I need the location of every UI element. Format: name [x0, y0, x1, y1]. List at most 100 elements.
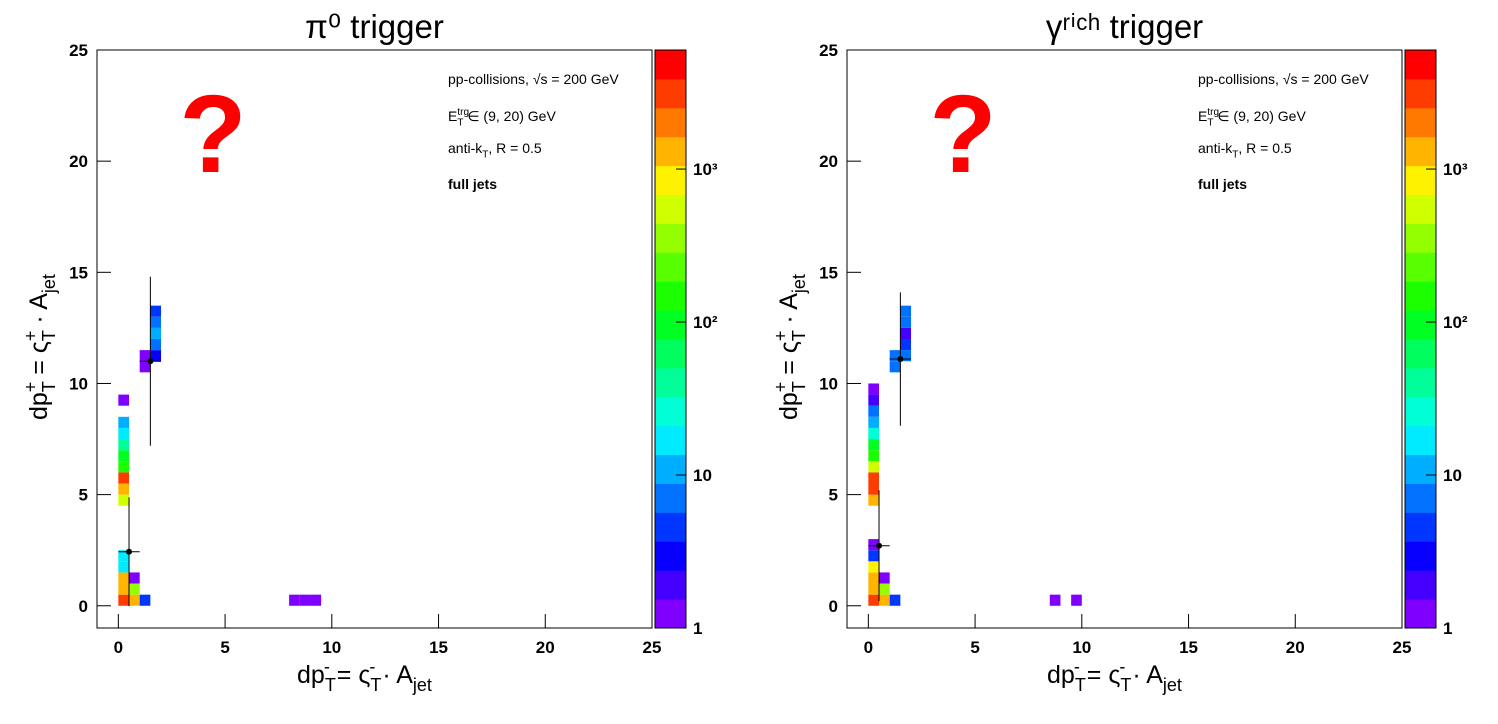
text-part: pp-collisions, √s = 200 GeV	[1198, 71, 1369, 87]
plot-frame	[96, 49, 653, 629]
text-part: = ς	[1080, 661, 1121, 689]
color-band	[1405, 281, 1436, 311]
color-band	[655, 541, 686, 571]
heatmap-cell	[118, 561, 130, 573]
heatmap-cell	[118, 483, 130, 495]
heatmap-cell	[118, 594, 130, 606]
color-band	[1405, 396, 1436, 427]
heatmap-cell	[139, 594, 151, 606]
heatmap-cell	[118, 572, 130, 584]
annotation: Etrg T ∈ (9, 20) GeV	[448, 107, 556, 128]
heatmap-cell	[118, 416, 130, 428]
x-tick-label: 10	[322, 638, 341, 657]
text-part: anti-k	[1198, 140, 1233, 156]
color-band	[1405, 310, 1436, 340]
y-axis-label: dpT+ = ςT+ · Ajet	[771, 274, 810, 420]
heatmap-cell	[139, 361, 151, 373]
heatmap-cell	[868, 427, 880, 440]
text-part: pp-collisions, √s = 200 GeV	[448, 71, 619, 87]
heatmap-cell	[129, 583, 140, 595]
x-axis-label: dpT- = ςT- · Ajet	[297, 657, 432, 696]
y-tick-label: 5	[829, 486, 838, 505]
text-part: -	[324, 657, 330, 677]
heatmap-cell	[868, 483, 880, 495]
text-part: T	[1207, 117, 1213, 128]
text-part: +	[771, 331, 791, 342]
heatmap-cell	[868, 439, 880, 451]
color-band	[655, 570, 686, 600]
heatmap-cell	[150, 316, 162, 328]
heatmap-cell	[868, 450, 880, 462]
heatmap-cell	[150, 339, 162, 351]
z-tick-label: 10²	[1443, 313, 1468, 332]
heatmap-cell	[129, 572, 140, 584]
text-part: jet	[39, 274, 59, 294]
color-band	[655, 78, 686, 109]
color-band	[655, 107, 686, 138]
y-tick-label: 10	[819, 374, 838, 393]
color-band	[1405, 367, 1436, 398]
x-tick-label: 5	[220, 638, 229, 657]
y-tick-label: 15	[69, 263, 88, 282]
text-part: T	[325, 675, 336, 695]
heatmap-cell	[139, 350, 151, 362]
y-tick-label: 20	[819, 152, 838, 171]
text-part: T	[39, 330, 59, 341]
text-part: -	[369, 657, 375, 677]
color-band	[655, 599, 686, 629]
text-part: = ς	[25, 341, 53, 382]
z-tick-label: 1	[693, 619, 702, 638]
text-part: · A	[375, 661, 413, 689]
heatmap-cell	[868, 405, 880, 417]
text-part: T	[1075, 675, 1086, 695]
color-band	[655, 194, 686, 224]
text-part: anti-k	[448, 140, 483, 156]
heatmap-cell	[868, 472, 880, 484]
heatmap-cell	[868, 583, 880, 595]
text-part: dp	[1047, 661, 1075, 689]
text-part: +	[21, 331, 41, 342]
y-tick-label: 15	[819, 263, 838, 282]
z-tick-label: 10³	[693, 160, 718, 179]
color-band	[655, 252, 686, 282]
text-part: T	[1120, 675, 1131, 695]
color-band	[1405, 425, 1436, 456]
heatmap-cell	[889, 361, 901, 373]
color-band	[655, 165, 686, 195]
text-part: = ς	[775, 341, 803, 382]
x-tick-label: 5	[970, 638, 979, 657]
text-part: +	[21, 382, 41, 393]
y-tick-label: 0	[79, 597, 88, 616]
profile-point	[897, 356, 904, 363]
heatmap-cell	[118, 583, 130, 595]
heatmap-cell	[889, 350, 901, 362]
heatmap-cell	[900, 350, 912, 362]
x-tick-label: 20	[1286, 638, 1305, 657]
text-part: , R = 0.5	[488, 140, 542, 156]
question-mark: ?	[179, 73, 246, 196]
profile-point	[126, 548, 133, 555]
heatmap-cell	[118, 461, 130, 473]
text-part: ∈ (9, 20) GeV	[1213, 108, 1306, 124]
heatmap-cell	[118, 439, 130, 451]
text-part: T	[789, 330, 809, 341]
color-band	[1405, 570, 1436, 600]
heatmap-cell	[879, 594, 890, 606]
heatmap-cell	[900, 327, 912, 339]
color-band	[655, 396, 686, 427]
color-band	[1405, 50, 1436, 80]
color-band	[655, 454, 686, 484]
color-band	[655, 483, 686, 513]
profile-point	[147, 358, 154, 365]
heatmap-cell	[868, 561, 880, 573]
y-axis-label: dpT+ = ςT+ · Ajet	[21, 274, 60, 420]
color-band	[655, 281, 686, 311]
y-tick-label: 10	[69, 374, 88, 393]
heatmap-cell	[118, 472, 130, 484]
y-tick-label: 25	[69, 41, 88, 60]
heatmap-cell	[868, 461, 880, 473]
color-band	[655, 339, 686, 369]
text-part: jet	[789, 274, 809, 294]
y-tick-label: 5	[79, 486, 88, 505]
